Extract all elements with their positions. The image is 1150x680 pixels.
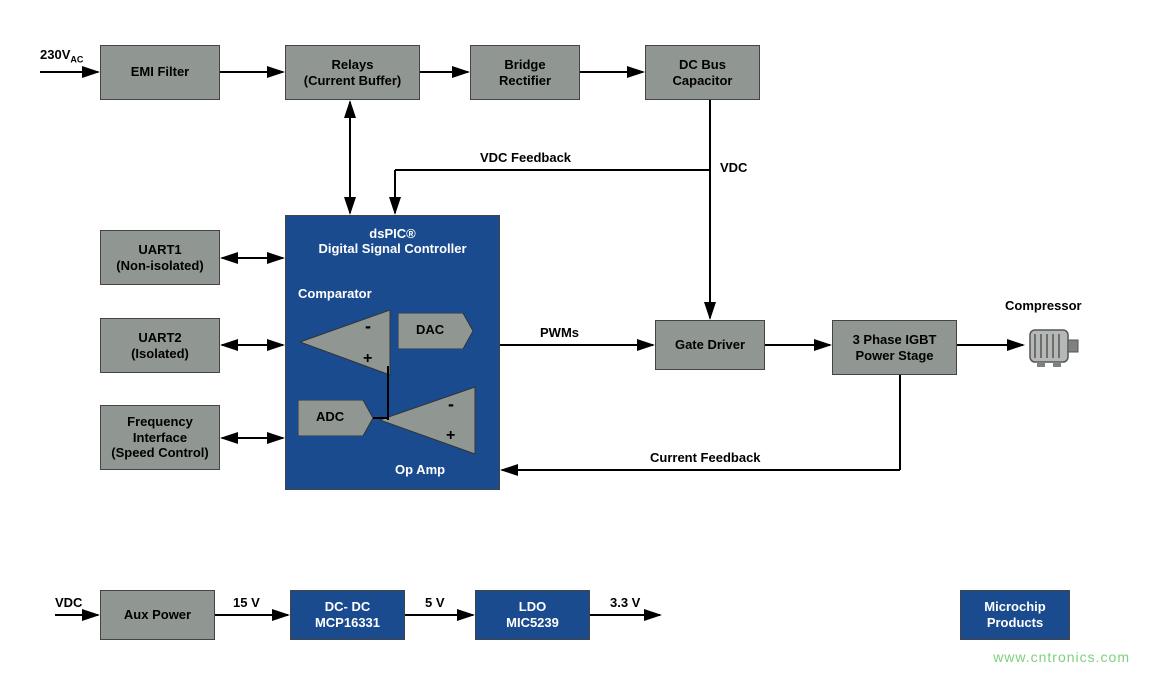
svg-text:+: + — [363, 350, 372, 367]
uart1-label: UART1 (Non-isolated) — [116, 242, 203, 273]
block-aux-power: Aux Power — [100, 590, 215, 640]
opamp-label: Op Amp — [395, 462, 445, 477]
dcbus-label: DC Bus Capacitor — [673, 57, 733, 88]
svg-text:+: + — [446, 427, 455, 444]
block-emi-filter: EMI Filter — [100, 45, 220, 100]
bridge-label: Bridge Rectifier — [499, 57, 551, 88]
label-vdc-left: VDC — [55, 595, 82, 610]
label-5v: 5 V — [425, 595, 445, 610]
comparator-label: Comparator — [298, 286, 372, 301]
uart2-label: UART2 (Isolated) — [131, 330, 189, 361]
compressor-icon — [1025, 322, 1080, 375]
relays-label: Relays (Current Buffer) — [304, 57, 402, 88]
svg-text:-: - — [365, 316, 371, 336]
label-vdc-feedback: VDC Feedback — [480, 150, 571, 165]
dspic-title: dsPIC® Digital Signal Controller — [286, 226, 499, 256]
label-compressor: Compressor — [1005, 298, 1082, 313]
label-pwms: PWMs — [540, 325, 579, 340]
svg-text:-: - — [448, 394, 454, 414]
label-vdc: VDC — [720, 160, 747, 175]
block-microchip: Microchip Products — [960, 590, 1070, 640]
block-dcbus: DC Bus Capacitor — [645, 45, 760, 100]
dcdc-label: DC- DC MCP16331 — [315, 599, 380, 630]
block-dcdc: DC- DC MCP16331 — [290, 590, 405, 640]
emi-label: EMI Filter — [131, 64, 190, 80]
label-current-feedback: Current Feedback — [650, 450, 761, 465]
freq-label: Frequency Interface (Speed Control) — [111, 414, 209, 461]
block-igbt: 3 Phase IGBT Power Stage — [832, 320, 957, 375]
block-bridge: Bridge Rectifier — [470, 45, 580, 100]
label-3v3: 3.3 V — [610, 595, 640, 610]
aux-label: Aux Power — [124, 607, 191, 623]
comparator-triangle: - + — [300, 305, 395, 380]
block-relays: Relays (Current Buffer) — [285, 45, 420, 100]
igbt-label: 3 Phase IGBT Power Stage — [853, 332, 937, 363]
opamp-triangle: - + — [380, 382, 480, 460]
block-uart2: UART2 (Isolated) — [100, 318, 220, 373]
adc-block: ADC — [298, 400, 373, 441]
block-ldo: LDO MIC5239 — [475, 590, 590, 640]
label-15v: 15 V — [233, 595, 260, 610]
block-freq: Frequency Interface (Speed Control) — [100, 405, 220, 470]
block-gate-driver: Gate Driver — [655, 320, 765, 370]
watermark: www.cntronics.com — [993, 649, 1130, 665]
gate-label: Gate Driver — [675, 337, 745, 353]
ldo-label: LDO MIC5239 — [506, 599, 559, 630]
microchip-label: Microchip Products — [984, 599, 1045, 630]
block-uart1: UART1 (Non-isolated) — [100, 230, 220, 285]
label-230vac: 230VAC — [40, 47, 83, 65]
dac-block: DAC — [398, 313, 473, 354]
